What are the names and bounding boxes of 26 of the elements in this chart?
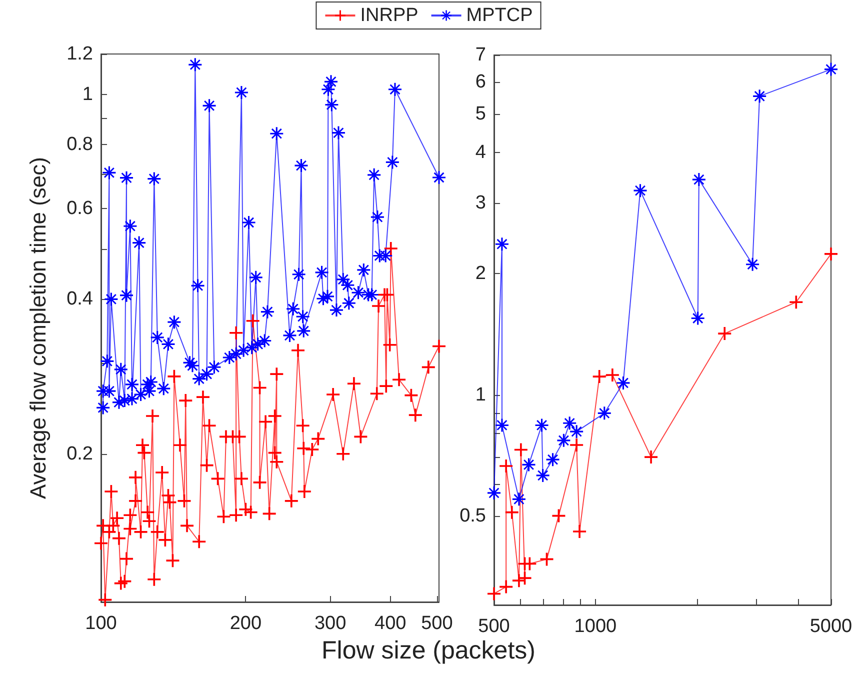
x-tick-label: 400 bbox=[374, 613, 406, 634]
y-tick-label: 0.4 bbox=[66, 288, 94, 310]
x-tick-label: 5000 bbox=[810, 616, 852, 637]
y-tick-label: 1 bbox=[82, 84, 93, 106]
y-tick-label: 2 bbox=[475, 263, 486, 284]
y-tick-label: 0.2 bbox=[66, 443, 93, 464]
y-tick-label: 0.8 bbox=[66, 134, 93, 155]
legend-label: MPTCP bbox=[466, 5, 533, 26]
y-tick-label: 3 bbox=[475, 192, 486, 214]
y-tick-label: 4 bbox=[475, 142, 486, 164]
y-axis-title: Average flow completion time (sec) bbox=[26, 157, 50, 499]
x-tick-label: 500 bbox=[421, 613, 453, 634]
x-tick-label: 300 bbox=[314, 613, 346, 634]
y-tick-label: 0.5 bbox=[460, 505, 486, 526]
x-tick-label: 500 bbox=[478, 616, 510, 637]
x-tick-label: 100 bbox=[85, 613, 117, 634]
x-tick-label: 1000 bbox=[574, 616, 617, 637]
legend-label: INRPP bbox=[360, 5, 418, 26]
y-tick-label: 7 bbox=[475, 44, 486, 66]
y-tick-label: 1 bbox=[475, 384, 486, 406]
y-tick-label: 5 bbox=[475, 103, 486, 124]
y-tick-label: 1.2 bbox=[66, 44, 93, 64]
x-tick-label: 200 bbox=[230, 613, 262, 634]
y-tick-label: 0.6 bbox=[66, 198, 93, 220]
y-tick-label: 6 bbox=[475, 71, 486, 92]
x-axis-title: Flow size (packets) bbox=[322, 636, 536, 664]
